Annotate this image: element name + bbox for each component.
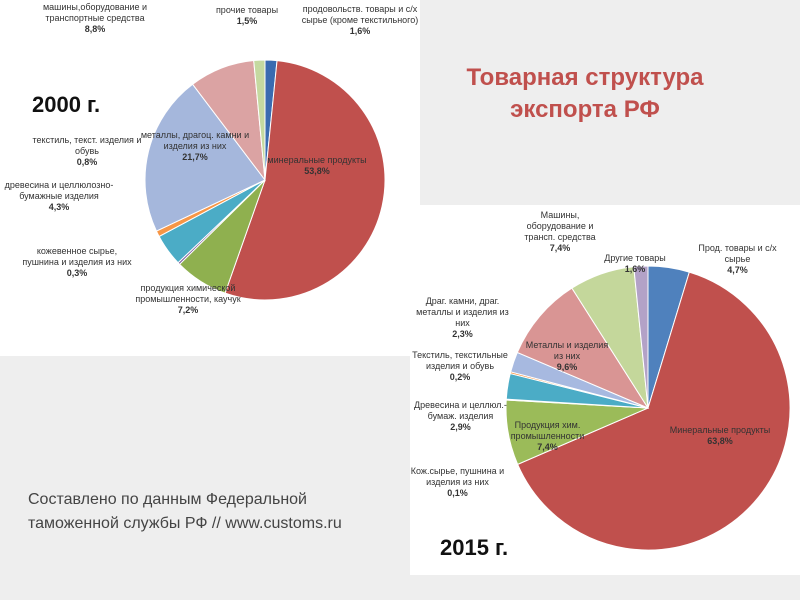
value-label: 0,3% — [66, 268, 88, 278]
chart-title: 2000 г. — [32, 92, 101, 117]
category-label: кожевенное сырье, пушнина и изделия из н… — [22, 246, 132, 267]
slice-label: металлы, драгоц. камни и изделия из них 2… — [140, 130, 250, 163]
slice-label: кожевенное сырье, пушнина и изделия из н… — [22, 246, 132, 279]
value-label: 2,3% — [452, 329, 473, 339]
value-label: 0,1% — [447, 488, 468, 498]
value-label: 21,7% — [182, 152, 208, 162]
slice-label: минеральные продукты 53,8% — [262, 155, 372, 177]
pie-slice — [144, 83, 266, 232]
pie-slice — [224, 60, 386, 301]
value-label: 0,8% — [76, 157, 98, 167]
category-label: текстиль, текст. изделия и обувь — [32, 135, 142, 156]
value-label: 4,7% — [727, 265, 748, 275]
slice-label: Древесина и целлюл.-бумаж. изделия 2,9% — [408, 400, 513, 433]
slide-title: Товарная структура экспорта РФ — [466, 64, 704, 123]
category-label: продукция химической промышленности, кау… — [135, 283, 241, 304]
category-label: Древесина и целлюл.-бумаж. изделия — [414, 400, 507, 421]
slice-label: Продукция хим. промышленности 7,4% — [500, 420, 595, 453]
slice-label: Прод. товары и с/х сырье 4,7% — [690, 243, 785, 276]
slice-label: прочие товары 1,5% — [212, 5, 282, 27]
value-label: 63,8% — [707, 436, 733, 446]
category-label: Минеральные продукты — [669, 425, 771, 435]
value-label: 7,2% — [177, 305, 199, 315]
slice-label: Другие товары 1,6% — [600, 253, 670, 275]
slice-label: Машины, оборудование и трансп. средства 7… — [510, 210, 610, 254]
pie-slice — [516, 287, 650, 410]
category-label: древесина и целлюлозно-бумажные изделия — [4, 180, 114, 201]
value-label: 1,6% — [624, 264, 646, 274]
category-label: машины,оборудование и транспортные средс… — [42, 2, 148, 23]
slice-label: машины,оборудование и транспортные средс… — [40, 2, 150, 35]
category-label: Прод. товары и с/х сырье — [698, 243, 777, 264]
pie-slice — [517, 271, 791, 551]
value-label: 4,3% — [48, 202, 70, 212]
slice-label: Металлы и изделия из них 9,6% — [522, 340, 612, 373]
slice-label: Драг. камни, драг. металлы и изделия из … — [410, 296, 515, 340]
slice-label: Минеральные продукты 63,8% — [665, 425, 775, 447]
slice-label: текстиль, текст. изделия и обувь 0,8% — [32, 135, 142, 168]
category-label: прочие товары — [215, 5, 279, 15]
slice-label: древесина и целлюлозно-бумажные изделия 4… — [4, 180, 114, 213]
category-label: Кож.сырье, пушнина и изделия из них — [410, 466, 505, 487]
slice-label: Кож.сырье, пушнина и изделия из них 0,1% — [405, 466, 510, 499]
pie-slice — [633, 265, 649, 409]
chart-title: 2015 г. — [440, 535, 509, 560]
category-label: Другие товары — [604, 253, 666, 263]
value-label: 8,8% — [84, 24, 106, 34]
pie-slice — [253, 59, 266, 181]
category-label: минеральные продукты — [267, 155, 367, 165]
value-label: 53,8% — [304, 166, 330, 176]
category-label: Машины, оборудование и трансп. средства — [524, 210, 596, 242]
slice-label: Текстиль, текстильные изделия и обувь 0,2… — [410, 350, 510, 383]
category-label: продовольств. товары и с/х сырье (кроме … — [301, 4, 419, 25]
slice-label: продовольств. товары и с/х сырье (кроме … — [300, 4, 420, 37]
category-label: Продукция хим. промышленности — [510, 420, 585, 441]
slice-label: продукция химической промышленности, кау… — [128, 283, 248, 316]
value-label: 1,6% — [349, 26, 371, 36]
source-note: Составлено по данным Федеральной таможен… — [28, 491, 342, 532]
value-label: 1,5% — [236, 16, 258, 26]
value-label: 2,9% — [450, 422, 471, 432]
value-label: 0,2% — [449, 372, 471, 382]
value-label: 7,4% — [537, 442, 558, 452]
category-label: Драг. камни, драг. металлы и изделия из … — [416, 296, 509, 328]
value-label: 9,6% — [556, 362, 578, 372]
category-label: металлы, драгоц. камни и изделия из них — [140, 130, 250, 151]
category-label: Текстиль, текстильные изделия и обувь — [412, 350, 508, 371]
value-label: 7,4% — [549, 243, 571, 253]
category-label: Металлы и изделия из них — [525, 340, 609, 361]
